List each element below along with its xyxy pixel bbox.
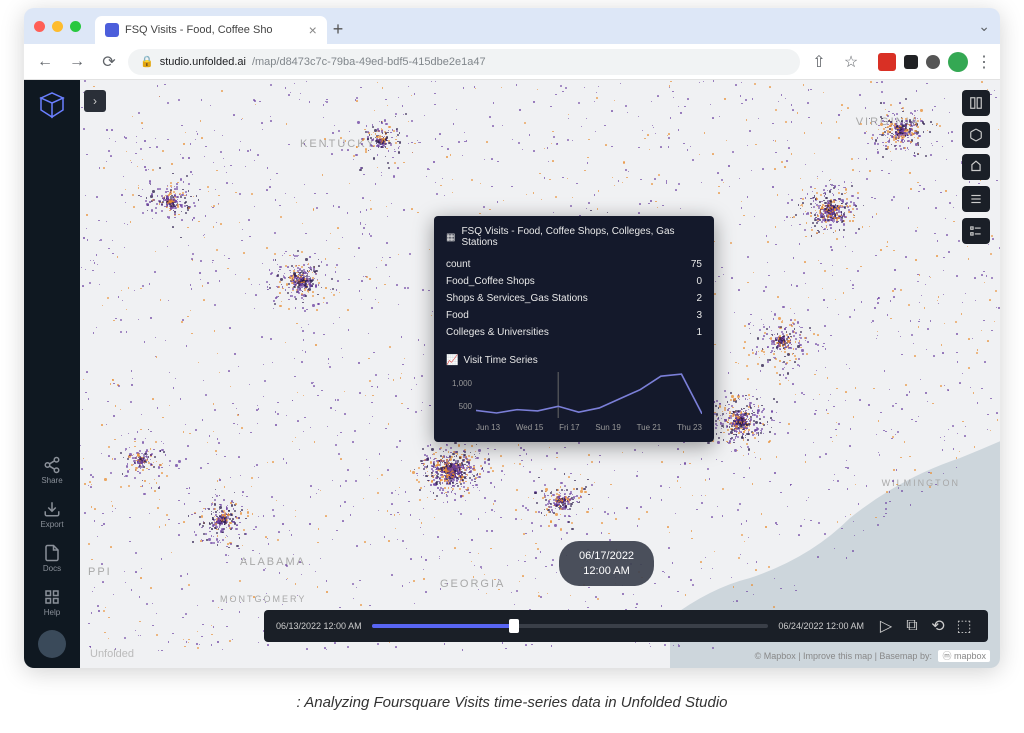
draw-button[interactable] — [962, 154, 990, 180]
tooltip-row: Food 3 — [446, 307, 702, 324]
tooltip-row-value: 2 — [696, 293, 702, 304]
help-button[interactable]: Help — [32, 580, 72, 624]
address-bar: ← → ⟳ 🔒 studio.unfolded.ai/map/d8473c7c-… — [24, 44, 1000, 80]
reload-button[interactable]: ⟳ — [96, 49, 122, 75]
extension-icon[interactable] — [878, 53, 896, 71]
tooltip-section-title: Visit Time Series — [463, 355, 537, 366]
record-button[interactable]: ⬚ — [952, 614, 976, 638]
help-icon — [43, 588, 61, 606]
tooltip-row-label: Colleges & Universities — [446, 327, 549, 338]
right-toolbar — [962, 90, 990, 244]
browser-window: FSQ Visits - Food, Coffee Sho × + ⌄ ← → … — [24, 8, 1000, 668]
watermark: Unfolded — [90, 648, 134, 660]
browser-tab[interactable]: FSQ Visits - Food, Coffee Sho × — [95, 16, 327, 44]
map-label-alabama: ALABAMA — [240, 556, 306, 568]
mini-chart: 1,000500 Jun 13Wed 15Fri 17Sun 19Tue 21T… — [446, 372, 702, 432]
legend-button[interactable] — [962, 218, 990, 244]
attribution-text: © Mapbox | Improve this map | Basemap by… — [755, 651, 932, 661]
url-input[interactable]: 🔒 studio.unfolded.ai/map/d8473c7c-79ba-4… — [128, 49, 800, 75]
timeline-start-label: 06/13/2022 12:00 AM — [276, 621, 362, 631]
tab-title: FSQ Visits - Food, Coffee Sho — [125, 24, 273, 36]
tooltip-row: Shops & Services_Gas Stations 2 — [446, 290, 702, 307]
back-button[interactable]: ← — [32, 49, 58, 75]
maximize-window-button[interactable] — [70, 21, 81, 32]
tooltip-row: Colleges & Universities 1 — [446, 324, 702, 341]
tooltip-title-text: FSQ Visits - Food, Coffee Shops, College… — [461, 226, 702, 248]
tooltip-row-value: 3 — [696, 310, 702, 321]
play-button[interactable]: ▷ — [874, 614, 898, 638]
timeline-handle[interactable] — [509, 619, 519, 633]
close-tab-button[interactable]: × — [309, 22, 317, 38]
layers-button[interactable] — [962, 186, 990, 212]
tooltip-row-label: count — [446, 259, 470, 270]
help-label: Help — [44, 608, 60, 617]
browser-menu-icon[interactable]: ⋮ — [976, 52, 992, 72]
share-label: Share — [41, 476, 62, 485]
docs-icon — [43, 544, 61, 562]
share-url-button[interactable]: ⇧ — [806, 49, 832, 75]
docs-label: Docs — [43, 564, 61, 573]
share-icon — [43, 456, 61, 474]
map-label-mississippi: PPI — [88, 566, 112, 578]
expand-panel-button[interactable]: › — [84, 90, 106, 112]
date-badge-date: 06/17/2022 — [579, 549, 634, 563]
new-tab-button[interactable]: + — [333, 19, 344, 40]
loop-button[interactable]: ⟲ — [926, 614, 950, 638]
date-badge: 06/17/2022 12:00 AM — [559, 541, 654, 586]
bookmark-button[interactable]: ☆ — [838, 49, 864, 75]
forward-button[interactable]: → — [64, 49, 90, 75]
tooltip-title: ▦ FSQ Visits - Food, Coffee Shops, Colle… — [446, 226, 702, 248]
map-attribution: © Mapbox | Improve this map | Basemap by… — [755, 649, 990, 662]
anchor-button[interactable]: ⧉ — [900, 614, 924, 638]
layer-icon: ▦ — [446, 232, 455, 243]
tooltip-row: count 75 — [446, 256, 702, 273]
timeline-progress — [372, 624, 515, 628]
tooltip-row: Food_Coffee Shops 0 — [446, 273, 702, 290]
url-path: /map/d8473c7c-79ba-49ed-bdf5-415dbe2e1a4… — [252, 56, 486, 68]
extension-icons: ⋮ — [878, 52, 992, 72]
date-badge-time: 12:00 AM — [579, 564, 634, 578]
profile-avatar[interactable] — [948, 52, 968, 72]
app-viewport: KENTUCKY VIRGINIA ALABAMA GEORGIA WILMIN… — [24, 80, 1000, 668]
chart-icon: 📈 — [446, 355, 458, 366]
tab-favicon — [105, 23, 119, 37]
timeline-control: 06/13/2022 12:00 AM 06/24/2022 12:00 AM … — [264, 610, 988, 642]
mapbox-logo: ⓜ mapbox — [938, 650, 990, 662]
docs-button[interactable]: Docs — [32, 536, 72, 580]
export-label: Export — [40, 520, 63, 529]
window-controls — [34, 21, 81, 32]
app-logo[interactable] — [37, 90, 67, 120]
share-button[interactable]: Share — [32, 448, 72, 492]
tooltip-row-value: 75 — [691, 259, 702, 270]
tooltip-section-header: 📈 Visit Time Series — [446, 349, 702, 366]
map-tooltip: ▦ FSQ Visits - Food, Coffee Shops, Colle… — [434, 216, 714, 442]
tooltip-row-value: 0 — [696, 276, 702, 287]
split-view-button[interactable] — [962, 90, 990, 116]
tooltip-row-label: Shops & Services_Gas Stations — [446, 293, 588, 304]
timeline-track[interactable] — [372, 624, 769, 628]
figure-caption: : Analyzing Foursquare Visits time-serie… — [0, 694, 1024, 711]
left-sidebar: Share Export Docs Help — [24, 80, 80, 668]
tab-overflow-icon[interactable]: ⌄ — [978, 18, 990, 35]
export-icon — [43, 500, 61, 518]
extensions-menu-icon[interactable] — [904, 55, 918, 69]
extension-icon[interactable] — [926, 55, 940, 69]
lock-icon: 🔒 — [140, 55, 154, 68]
close-window-button[interactable] — [34, 21, 45, 32]
tooltip-row-label: Food — [446, 310, 469, 321]
export-button[interactable]: Export — [32, 492, 72, 536]
minimize-window-button[interactable] — [52, 21, 63, 32]
browser-tab-bar: FSQ Visits - Food, Coffee Sho × + ⌄ — [24, 8, 1000, 44]
user-avatar[interactable] — [38, 630, 66, 658]
timeline-end-label: 06/24/2022 12:00 AM — [778, 621, 864, 631]
tooltip-row-value: 1 — [696, 327, 702, 338]
3d-view-button[interactable] — [962, 122, 990, 148]
tooltip-row-label: Food_Coffee Shops — [446, 276, 535, 287]
url-domain: studio.unfolded.ai — [160, 56, 246, 68]
